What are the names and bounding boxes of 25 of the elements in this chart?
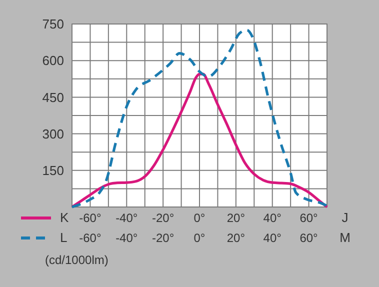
x2-tick-label: -20° [152, 231, 174, 245]
y-tick-label: 300 [42, 126, 64, 142]
y-tick-label: 450 [42, 90, 64, 105]
x2-tick-label: -40° [116, 231, 138, 245]
x-tick-label: -60° [79, 211, 102, 225]
line-series [70, 72, 328, 208]
x-tick-label: 20° [226, 211, 246, 225]
x2-tick-label: 20° [226, 231, 246, 245]
x2-tick-label: 60° [300, 231, 318, 245]
y-tick-label: 600 [42, 53, 64, 68]
x-tick-label: 60° [300, 211, 318, 225]
x2-tick-label: -60° [79, 231, 102, 245]
y-tick-label: 750 [42, 16, 64, 32]
x-tick-label: 0° [194, 211, 206, 225]
x2-axis-title: M [340, 230, 350, 245]
x-tick-label: -40° [116, 211, 138, 225]
x2-tick-label: 40° [263, 231, 282, 245]
x-tick-label: -20° [152, 211, 174, 225]
x2-tick-label: 0° [194, 231, 206, 245]
y-tick-label: 150 [42, 162, 64, 178]
x-tick-label: 40° [263, 211, 282, 225]
legend-label: K [60, 210, 69, 225]
legend-label: L [60, 230, 68, 245]
y-axis-title: (cd/1000lm) [45, 253, 108, 267]
x-axis-title: J [342, 210, 348, 225]
